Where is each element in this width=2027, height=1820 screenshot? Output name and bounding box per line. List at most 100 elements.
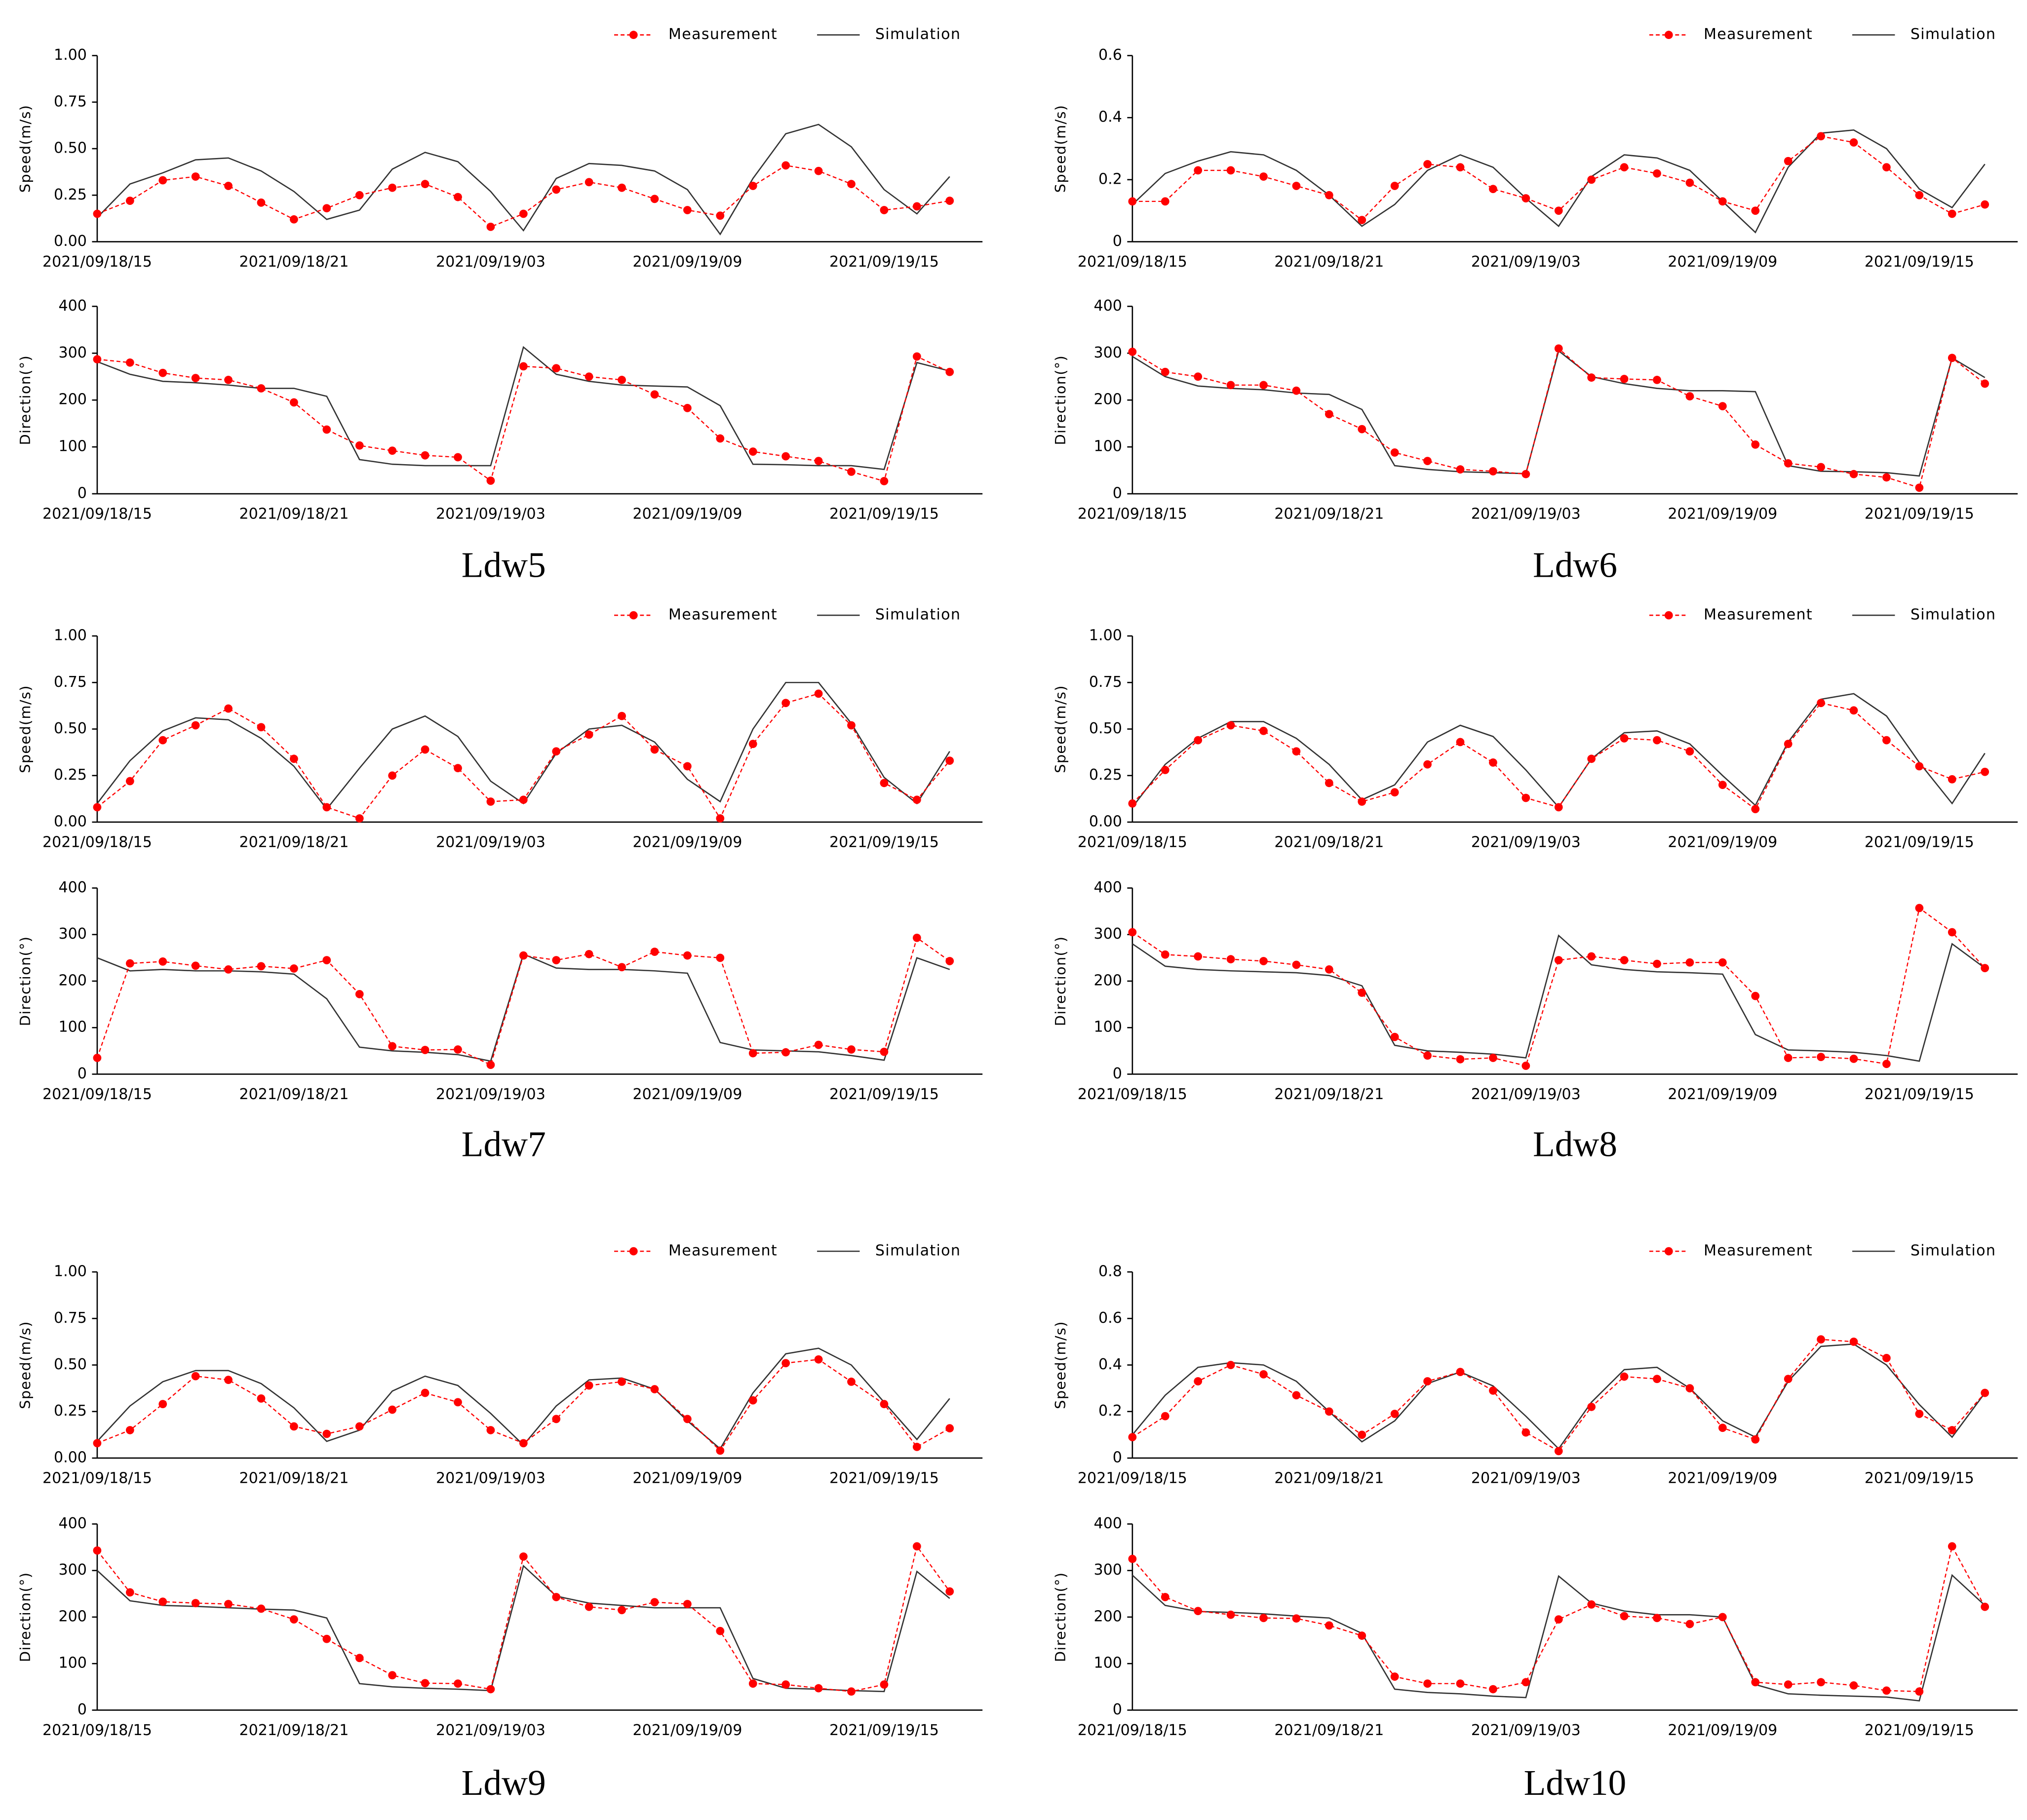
- x-tick-label: 2021/09/19/03: [1471, 833, 1581, 851]
- data-point: [585, 372, 593, 381]
- data-point: [93, 803, 102, 812]
- data-point: [1620, 1612, 1629, 1621]
- data-point: [1587, 373, 1596, 382]
- data-point: [1915, 1410, 1924, 1418]
- data-point: [1194, 1607, 1203, 1616]
- data-point: [1325, 1621, 1333, 1630]
- data-point: [388, 771, 397, 780]
- data-point: [1784, 459, 1793, 468]
- data-point: [224, 1600, 233, 1608]
- data-point: [1849, 470, 1858, 478]
- data-point: [1849, 138, 1858, 147]
- x-tick-label: 2021/09/18/21: [239, 505, 349, 522]
- x-tick-label: 2021/09/18/15: [42, 1086, 152, 1103]
- y-axis-label: Speed(m/s): [17, 1321, 34, 1409]
- data-point: [93, 209, 102, 218]
- data-point: [1685, 392, 1694, 401]
- data-point: [1226, 381, 1235, 390]
- data-point: [1390, 1410, 1399, 1418]
- data-point: [1161, 766, 1169, 774]
- data-point: [1325, 779, 1333, 788]
- data-point: [1292, 960, 1301, 969]
- data-point: [880, 206, 889, 214]
- x-tick-label: 2021/09/19/03: [1471, 1722, 1581, 1739]
- x-tick-label: 2021/09/19/15: [1865, 833, 1974, 851]
- data-point: [454, 453, 462, 462]
- y-tick-label: 0.6: [1098, 1309, 1122, 1327]
- data-point: [1489, 758, 1497, 767]
- x-tick-label: 2021/09/18/21: [239, 1086, 349, 1103]
- y-tick-label: 0.8: [1098, 1263, 1122, 1280]
- data-point: [158, 1400, 167, 1409]
- data-point: [224, 1376, 233, 1385]
- measurement-line: [97, 1358, 950, 1452]
- data-point: [388, 1042, 397, 1051]
- x-tick-label: 2021/09/19/09: [632, 253, 742, 271]
- data-point: [912, 795, 921, 804]
- data-point: [355, 1654, 364, 1662]
- data-point: [421, 1679, 429, 1688]
- legend-label: Simulation: [1910, 1242, 1996, 1260]
- data-point: [125, 1426, 134, 1434]
- data-point: [1259, 726, 1268, 735]
- y-axis-label: Direction(°): [17, 936, 34, 1027]
- data-point: [650, 745, 659, 754]
- y-tick-label: 300: [59, 344, 87, 361]
- data-point: [1358, 425, 1366, 434]
- panel: 0 100 200 300 400 2021/09/18/15 2021/09/18/21 2…: [1052, 879, 2018, 1164]
- data-point: [486, 476, 495, 485]
- legend-label: Measurement: [668, 606, 778, 624]
- y-axis-label: Speed(m/s): [1052, 685, 1069, 773]
- y-tick-label: 0: [1113, 233, 1122, 250]
- data-point: [93, 1546, 102, 1555]
- data-point: [912, 1542, 921, 1551]
- data-point: [1554, 1447, 1563, 1456]
- data-point: [1718, 781, 1727, 789]
- y-tick-label: 0.75: [54, 673, 87, 691]
- data-point: [618, 963, 626, 972]
- data-point: [1817, 699, 1825, 708]
- data-point: [158, 176, 167, 185]
- data-point: [388, 1671, 397, 1680]
- data-point: [1981, 964, 1989, 972]
- data-point: [1554, 344, 1563, 353]
- data-point: [1653, 169, 1661, 178]
- simulation-line: [97, 346, 950, 471]
- data-point: [1521, 470, 1530, 478]
- data-point: [1226, 955, 1235, 964]
- data-point: [1128, 928, 1137, 937]
- data-point: [1489, 1386, 1497, 1395]
- caption: Ldw7: [462, 1124, 546, 1164]
- y-tick-label: 300: [1093, 1561, 1122, 1579]
- data-point: [1882, 473, 1891, 482]
- x-tick-label: 2021/09/19/15: [829, 1086, 939, 1103]
- data-point: [191, 1372, 200, 1381]
- data-point: [125, 959, 134, 968]
- data-point: [257, 1394, 266, 1403]
- data-point: [618, 183, 626, 192]
- y-tick-label: 0.50: [54, 1356, 87, 1373]
- data-point: [322, 1634, 331, 1643]
- data-point: [1981, 379, 1989, 388]
- y-tick-label: 1.00: [54, 1263, 87, 1280]
- data-point: [1751, 1678, 1760, 1687]
- data-point: [93, 355, 102, 364]
- data-point: [847, 468, 856, 476]
- data-point: [1456, 465, 1465, 474]
- data-point: [1128, 799, 1137, 808]
- x-tick-label: 2021/09/18/21: [239, 253, 349, 271]
- y-axis-label: Direction(°): [1052, 355, 1069, 445]
- data-point: [1226, 1361, 1235, 1369]
- measurement-line: [1132, 907, 1986, 1067]
- panel: 0.00 0.25 0.50 0.75 1.00 2021/09/18/15 2021/09…: [1052, 606, 2018, 851]
- data-point: [1489, 185, 1497, 194]
- data-point: [1423, 457, 1432, 465]
- x-tick-label: 2021/09/19/15: [829, 1469, 939, 1487]
- y-tick-label: 300: [1093, 344, 1122, 361]
- data-point: [257, 384, 266, 393]
- data-point: [1521, 1062, 1530, 1070]
- data-point: [716, 1446, 725, 1455]
- data-point: [1685, 747, 1694, 756]
- data-point: [1981, 200, 1989, 209]
- y-tick-label: 1.00: [54, 627, 87, 644]
